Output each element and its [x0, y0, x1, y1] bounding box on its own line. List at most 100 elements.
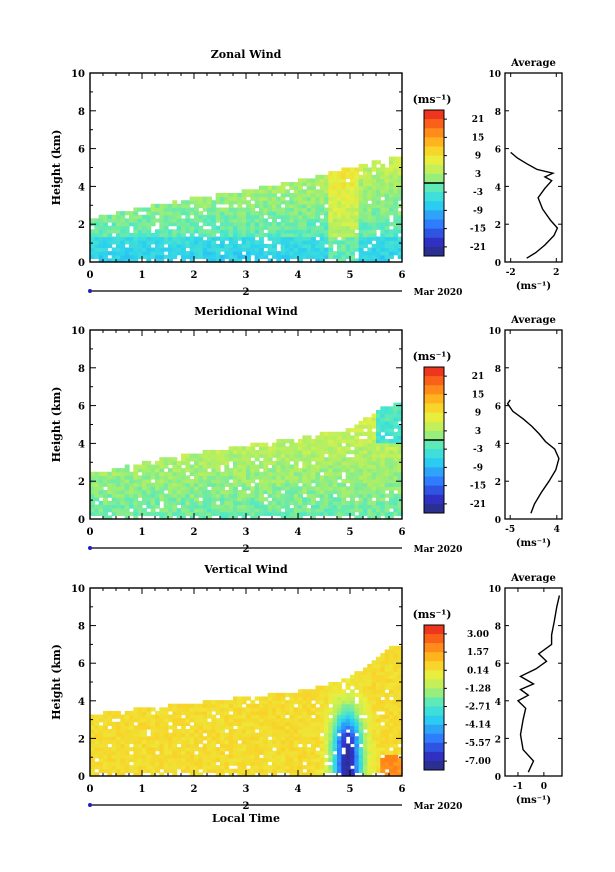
heatmap-cell — [384, 750, 390, 755]
heatmap-cell — [363, 236, 368, 241]
heatmap-cell — [198, 460, 204, 466]
heatmap-cell — [358, 729, 364, 734]
heatmap-cell — [246, 710, 251, 716]
x-tick-label: 6 — [399, 270, 406, 281]
heatmap-cell — [146, 211, 152, 216]
heatmap-cell — [358, 718, 364, 723]
heatmap-cell — [137, 710, 143, 716]
heatmap-cell — [116, 500, 121, 506]
heatmap-cell — [155, 761, 160, 766]
heatmap-cell — [350, 761, 355, 766]
heatmap-cell — [384, 747, 390, 752]
heatmap-cell — [233, 754, 238, 759]
heatmap-cell — [176, 757, 182, 763]
heatmap-cell — [267, 457, 273, 462]
heatmap-cell — [181, 732, 186, 737]
heatmap-cell — [168, 482, 173, 487]
heatmap-cell — [129, 718, 134, 723]
heatmap-cell — [181, 739, 186, 745]
heatmap-cell — [393, 707, 399, 712]
heatmap-cell — [367, 739, 373, 745]
heatmap-cell — [111, 768, 117, 773]
heatmap-cell — [376, 435, 381, 440]
heatmap-cell — [133, 725, 139, 730]
heatmap-cell — [250, 189, 256, 194]
heatmap-cell — [150, 714, 156, 719]
heatmap-cell — [376, 515, 381, 520]
heatmap-cell — [168, 765, 173, 770]
heatmap-cell — [298, 754, 303, 759]
heatmap-cell — [272, 692, 277, 698]
colorbar: 3.001.570.14-1.28-2.71-4.14-5.57-7.00 — [423, 624, 491, 771]
heatmap-cell — [250, 710, 256, 716]
heatmap-cell — [168, 475, 173, 480]
heatmap-cell — [380, 489, 386, 495]
heatmap-cell — [185, 493, 191, 498]
heatmap-cell — [280, 757, 286, 763]
heatmap-cell — [254, 258, 260, 263]
heatmap-cell — [311, 189, 316, 194]
heatmap-cell — [384, 479, 390, 484]
heatmap-cell — [241, 486, 247, 491]
heatmap-cell — [354, 739, 360, 745]
heatmap-cell — [354, 765, 360, 770]
heatmap-cell — [319, 696, 325, 701]
heatmap-cell — [250, 446, 256, 451]
heatmap-cell — [397, 700, 403, 705]
heatmap-cell — [397, 489, 403, 495]
heatmap-cell — [94, 511, 100, 516]
heatmap-cell — [150, 468, 156, 473]
heatmap-cell — [220, 718, 225, 723]
heatmap-cell — [129, 721, 134, 726]
heatmap-cell — [324, 692, 329, 698]
heatmap-cell — [194, 489, 199, 495]
heatmap-cell — [397, 247, 403, 252]
heatmap-cell — [319, 689, 325, 694]
heatmap-cell — [345, 504, 351, 509]
heatmap-cell — [142, 225, 147, 230]
heatmap-cell — [163, 747, 169, 752]
heatmap-cell — [371, 247, 377, 252]
heatmap-cell — [384, 703, 390, 708]
heatmap-cell — [159, 729, 165, 734]
heatmap-cell — [133, 464, 139, 469]
heatmap-cell — [211, 207, 217, 212]
heatmap-cell — [254, 761, 260, 766]
heatmap-cell — [194, 754, 199, 759]
heatmap-cell — [142, 489, 147, 495]
heatmap-cell — [354, 247, 360, 252]
heatmap-cell — [393, 729, 399, 734]
heatmap-cell — [237, 218, 243, 223]
heatmap-cell — [207, 500, 212, 506]
heatmap-cell — [133, 743, 139, 748]
heatmap-cell — [298, 757, 303, 763]
heatmap-cell — [259, 508, 264, 513]
colorbar-tick-label: -21 — [470, 500, 486, 510]
heatmap-cell — [337, 768, 342, 773]
heatmap-cell — [116, 747, 121, 752]
heatmap-cell — [306, 511, 312, 516]
heatmap-cell — [211, 258, 217, 263]
heatmap-cell — [137, 761, 143, 766]
heatmap-cell — [393, 207, 399, 212]
heatmap-cell — [332, 229, 338, 234]
heatmap-cell — [159, 254, 165, 259]
heatmap-cell — [163, 225, 169, 230]
heatmap-cell — [185, 240, 191, 245]
heatmap-cell — [116, 772, 121, 777]
heatmap-cell — [345, 251, 351, 256]
heatmap-cell — [263, 703, 269, 708]
heatmap-cell — [98, 504, 104, 509]
heatmap-cell — [237, 750, 243, 755]
heatmap-cell — [98, 225, 104, 230]
heatmap-cell — [367, 761, 373, 766]
heatmap-cell — [120, 743, 126, 748]
heatmap-cell — [345, 192, 351, 198]
heatmap-cell — [285, 464, 290, 469]
heatmap-cell — [328, 486, 334, 491]
heatmap-cell — [371, 189, 377, 194]
heatmap-cell — [142, 707, 147, 712]
heatmap-cell — [276, 508, 282, 513]
heatmap-cell — [371, 258, 377, 263]
heatmap-cell — [272, 229, 277, 234]
